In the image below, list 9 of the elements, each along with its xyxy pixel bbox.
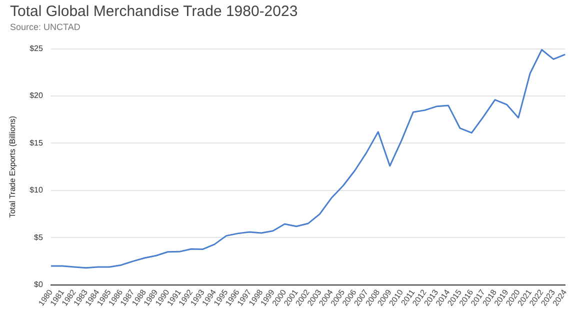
y-tick-label: $10	[30, 186, 44, 195]
y-axis-title: Total Trade Exports (Billions)	[8, 116, 18, 218]
chart-subtitle: Source: UNCTAD	[10, 22, 80, 32]
y-tick-label: $25	[30, 44, 44, 54]
y-tick-label: $0	[34, 280, 44, 290]
y-tick-label: $20	[30, 91, 44, 100]
chart-title: Total Global Merchandise Trade 1980-2023	[10, 3, 298, 20]
y-tick-label: $5	[34, 232, 44, 242]
y-tick-label: $15	[30, 138, 44, 148]
